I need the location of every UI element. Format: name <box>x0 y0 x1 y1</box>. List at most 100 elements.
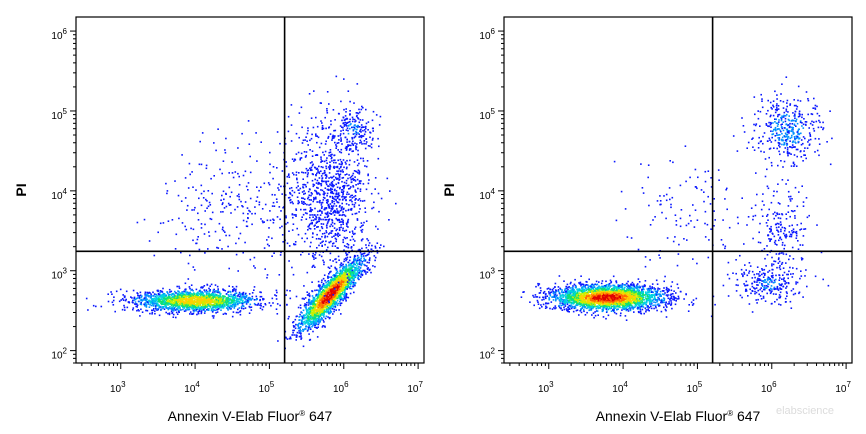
event-point <box>307 317 309 320</box>
event-point <box>307 229 309 231</box>
event-point <box>323 312 325 315</box>
event-point <box>332 294 335 296</box>
event-point <box>319 314 322 316</box>
event-point <box>330 153 332 156</box>
event-point <box>327 300 330 303</box>
event-point <box>319 209 322 212</box>
event-point <box>292 273 295 276</box>
event-point <box>323 160 326 163</box>
event-point <box>202 197 205 199</box>
event-point <box>322 306 324 308</box>
event-point <box>188 302 191 304</box>
event-point <box>190 296 192 299</box>
event-point <box>230 305 233 308</box>
event-point <box>340 130 342 132</box>
event-point <box>327 308 329 311</box>
event-point <box>368 251 371 254</box>
event-point <box>202 298 205 300</box>
event-point <box>373 255 376 257</box>
event-point <box>234 293 236 295</box>
event-point <box>309 318 311 320</box>
event-point <box>230 302 233 304</box>
event-point <box>191 313 194 315</box>
event-point <box>223 305 225 308</box>
event-point <box>345 267 347 269</box>
event-point <box>353 276 355 278</box>
event-point <box>316 226 318 228</box>
event-point <box>334 267 337 270</box>
event-point <box>321 245 323 247</box>
event-point <box>313 302 315 304</box>
event-point <box>245 292 247 295</box>
event-point <box>354 212 357 215</box>
event-point <box>301 142 304 144</box>
event-point <box>200 306 203 308</box>
event-point <box>338 179 340 181</box>
event-point <box>339 204 341 207</box>
event-point <box>346 253 348 256</box>
event-point <box>279 142 281 145</box>
event-point <box>215 312 217 314</box>
event-point <box>320 316 323 319</box>
event-point <box>271 255 273 257</box>
event-point <box>153 254 156 257</box>
event-point <box>336 210 339 212</box>
event-point <box>313 305 315 307</box>
event-point <box>335 145 338 148</box>
event-point <box>229 302 232 304</box>
event-point <box>380 197 383 200</box>
event-point <box>357 183 359 185</box>
event-point <box>308 339 311 341</box>
event-point <box>259 291 261 293</box>
event-point <box>331 139 333 141</box>
event-point <box>174 180 176 182</box>
event-point <box>311 307 313 310</box>
event-point <box>195 301 198 304</box>
event-point <box>345 246 348 248</box>
event-point <box>326 112 329 114</box>
event-point <box>153 295 155 297</box>
event-point <box>351 262 353 265</box>
event-point <box>335 198 337 201</box>
event-point <box>342 219 344 222</box>
event-point <box>168 301 171 304</box>
event-point <box>302 139 305 142</box>
event-point <box>184 282 187 285</box>
event-point <box>356 257 359 260</box>
event-point <box>354 228 356 230</box>
event-point <box>329 259 331 261</box>
event-point <box>352 179 355 181</box>
event-point <box>307 313 310 315</box>
event-point <box>337 181 340 184</box>
event-point <box>343 123 346 126</box>
event-point <box>345 268 347 271</box>
event-point <box>338 272 341 275</box>
event-point <box>354 180 357 182</box>
event-point <box>338 219 341 222</box>
event-point <box>320 223 323 225</box>
event-point <box>362 269 365 272</box>
event-point <box>325 159 328 162</box>
event-point <box>355 130 357 133</box>
event-point <box>184 300 186 302</box>
event-point <box>304 184 307 186</box>
event-point <box>363 257 365 260</box>
event-point <box>321 201 324 204</box>
event-point <box>312 301 314 303</box>
event-point <box>139 294 142 297</box>
event-point <box>214 291 216 293</box>
event-point <box>335 238 338 241</box>
event-point <box>340 265 342 268</box>
event-point <box>360 108 363 111</box>
event-point <box>370 143 373 145</box>
event-point <box>343 289 345 292</box>
event-point <box>355 269 357 272</box>
event-point <box>286 289 288 292</box>
event-point <box>326 285 328 287</box>
event-point <box>329 304 331 307</box>
event-point <box>308 311 310 313</box>
event-point <box>301 324 304 326</box>
event-point <box>294 243 297 246</box>
event-point <box>358 278 360 281</box>
event-point <box>324 219 327 221</box>
